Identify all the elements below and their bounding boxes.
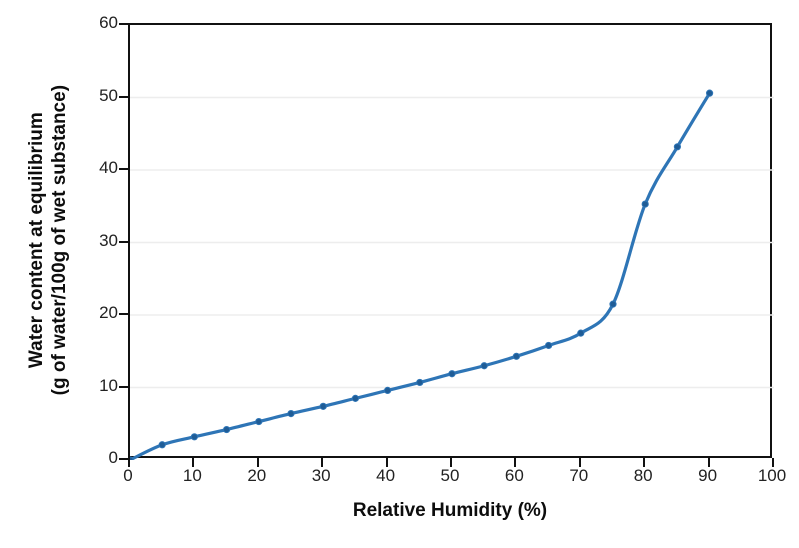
x-axis-tick-label: 30 [311, 466, 331, 485]
y-axis-tick-label: 0 [108, 448, 118, 467]
x-axis-tick-label: 100 [757, 466, 787, 485]
data-point [609, 300, 617, 308]
y-axis-tick-label: 50 [99, 85, 118, 105]
x-axis-tick-label: 10 [182, 466, 202, 485]
y-axis-tick-label: 60 [99, 13, 118, 32]
x-axis-tick-label: 50 [440, 466, 460, 485]
y-axis-tick-label: 10 [99, 375, 118, 395]
x-axis-tick-mark [514, 458, 517, 467]
y-axis-tick-mark [119, 458, 128, 460]
y-axis-tick-label: 40 [99, 158, 118, 177]
x-axis-tick-mark [450, 458, 452, 467]
x-axis-tick-label: 90 [698, 466, 718, 485]
x-axis-tick-mark [578, 458, 581, 467]
series-line [130, 91, 712, 460]
y-axis-tick-mark [119, 385, 128, 388]
y-axis-tick-label: 20 [99, 303, 118, 322]
x-axis-tick-label: 0 [123, 466, 133, 485]
y-axis-tick-mark [119, 313, 128, 315]
x-axis-tick-label: 60 [504, 466, 524, 485]
data-point [706, 89, 714, 97]
x-axis-tick-mark [321, 458, 324, 467]
data-point [351, 394, 359, 402]
x-axis-tick-label: 20 [247, 466, 267, 485]
data-point [545, 341, 553, 350]
x-axis-tick-mark [256, 458, 259, 467]
data-line [130, 91, 712, 460]
y-axis-title-line1: Water content at equilibrium [25, 112, 47, 368]
y-axis-tick-label: 30 [99, 230, 118, 250]
data-point [223, 425, 231, 434]
data-point [577, 329, 585, 337]
y-axis-tick-mark [119, 95, 128, 98]
y-axis-title-line2: (g of water/100g of wet substance) [49, 84, 70, 396]
x-axis-tick-mark [643, 458, 646, 467]
x-axis-tick-label: 80 [633, 466, 653, 485]
plot-area [128, 23, 774, 460]
data-point [641, 200, 649, 208]
x-axis-tick-mark [128, 458, 130, 467]
chart-canvas [130, 89, 774, 460]
data-point [512, 352, 520, 360]
x-axis-tick-mark [707, 458, 710, 467]
y-axis-tick-mark [119, 23, 128, 25]
y-axis-tick-mark [119, 168, 128, 170]
data-point [673, 143, 682, 151]
data-point [255, 417, 263, 426]
y-axis-tick-mark [119, 240, 128, 243]
x-axis-tick-mark [192, 458, 195, 467]
data-point [190, 433, 199, 441]
y-axis-tick-labels: 0 10 20 30 40 50 60 [70, 0, 118, 548]
data-point [319, 402, 327, 410]
data-point [416, 378, 424, 387]
gridlines [130, 96, 774, 389]
x-axis-tick-label: 70 [569, 466, 589, 485]
x-axis-tick-label: 40 [376, 466, 396, 485]
data-point [384, 386, 392, 394]
data-point [287, 410, 295, 418]
data-point [158, 441, 166, 449]
data-point [480, 362, 488, 370]
x-axis-tick-mark [772, 458, 774, 467]
x-axis-title: Relative Humidity (%) [352, 500, 548, 521]
x-axis-tick-mark [385, 458, 388, 467]
data-markers [130, 89, 714, 460]
data-point [448, 370, 456, 378]
